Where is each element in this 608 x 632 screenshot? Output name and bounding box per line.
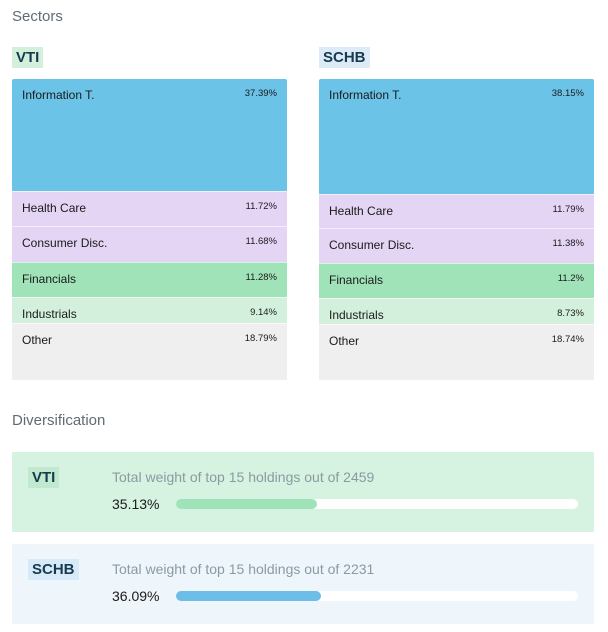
diversification-label: Total weight of top 15 holdings out of 2… [112, 561, 375, 577]
vti-diversification-card: VTI Total weight of top 15 holdings out … [12, 452, 594, 532]
sector-cell-health: Health Care 11.79% [319, 194, 594, 228]
progress-fill [176, 591, 322, 601]
sector-value: 11.38% [552, 238, 584, 249]
sector-name: Financials [22, 272, 77, 286]
sector-name: Industrials [22, 307, 77, 321]
sector-name: Health Care [329, 204, 394, 218]
vti-sector-treemap: Information T. 37.39% Health Care 11.72% Con… [12, 79, 287, 380]
vti-tag: VTI [12, 47, 44, 68]
progress-track [176, 591, 578, 601]
sector-value: 18.74% [551, 334, 584, 345]
sector-name: Industrials [329, 308, 384, 322]
sector-cell-financials: Financials 11.2% [319, 263, 594, 298]
progress-fill [176, 499, 318, 509]
sector-name: Information T. [329, 88, 402, 102]
sector-name: Consumer Disc. [329, 238, 415, 252]
schb-diversification-card: SCHB Total weight of top 15 holdings out… [12, 544, 594, 624]
sector-cell-consumer: Consumer Disc. 11.38% [319, 228, 594, 263]
sector-value: 38.15% [551, 88, 584, 99]
sector-value: 11.2% [557, 273, 584, 284]
sector-cell-consumer: Consumer Disc. 11.68% [12, 226, 287, 262]
sector-cell-financials: Financials 11.28% [12, 262, 287, 297]
sector-value: 8.73% [557, 308, 584, 319]
progress-track [176, 499, 578, 509]
sector-cell-industrials: Industrials 8.73% [319, 298, 594, 324]
schb-tag: SCHB [28, 559, 79, 580]
sector-cell-health: Health Care 11.72% [12, 191, 287, 226]
sector-name: Information T. [22, 88, 95, 102]
diversification-percent: 35.13% [112, 496, 160, 512]
sector-value: 11.72% [245, 201, 277, 212]
diversification-heading: Diversification [12, 412, 106, 429]
sector-value: 9.14% [250, 307, 277, 318]
sector-name: Health Care [22, 201, 87, 215]
sector-name: Other [329, 334, 360, 348]
sector-cell-other: Other 18.74% [319, 324, 594, 380]
sector-name: Financials [329, 273, 384, 287]
sector-cell-industrials: Industrials 9.14% [12, 297, 287, 323]
sector-name: Other [22, 333, 53, 347]
sector-value: 37.39% [244, 88, 277, 99]
sector-value: 18.79% [244, 333, 277, 344]
schb-sector-treemap: Information T. 38.15% Health Care 11.79% Con… [319, 79, 594, 380]
sector-name: Consumer Disc. [22, 236, 108, 250]
sector-value: 11.28% [245, 272, 277, 283]
schb-tag: SCHB [319, 47, 370, 68]
diversification-label: Total weight of top 15 holdings out of 2… [112, 469, 375, 485]
sector-cell-info: Information T. 38.15% [319, 79, 594, 194]
sector-cell-other: Other 18.79% [12, 323, 287, 380]
sectors-heading: Sectors [12, 8, 63, 25]
vti-tag: VTI [28, 467, 60, 488]
sector-value: 11.68% [245, 236, 277, 247]
sector-cell-info: Information T. 37.39% [12, 79, 287, 191]
diversification-percent: 36.09% [112, 588, 160, 604]
sector-value: 11.79% [552, 204, 584, 215]
